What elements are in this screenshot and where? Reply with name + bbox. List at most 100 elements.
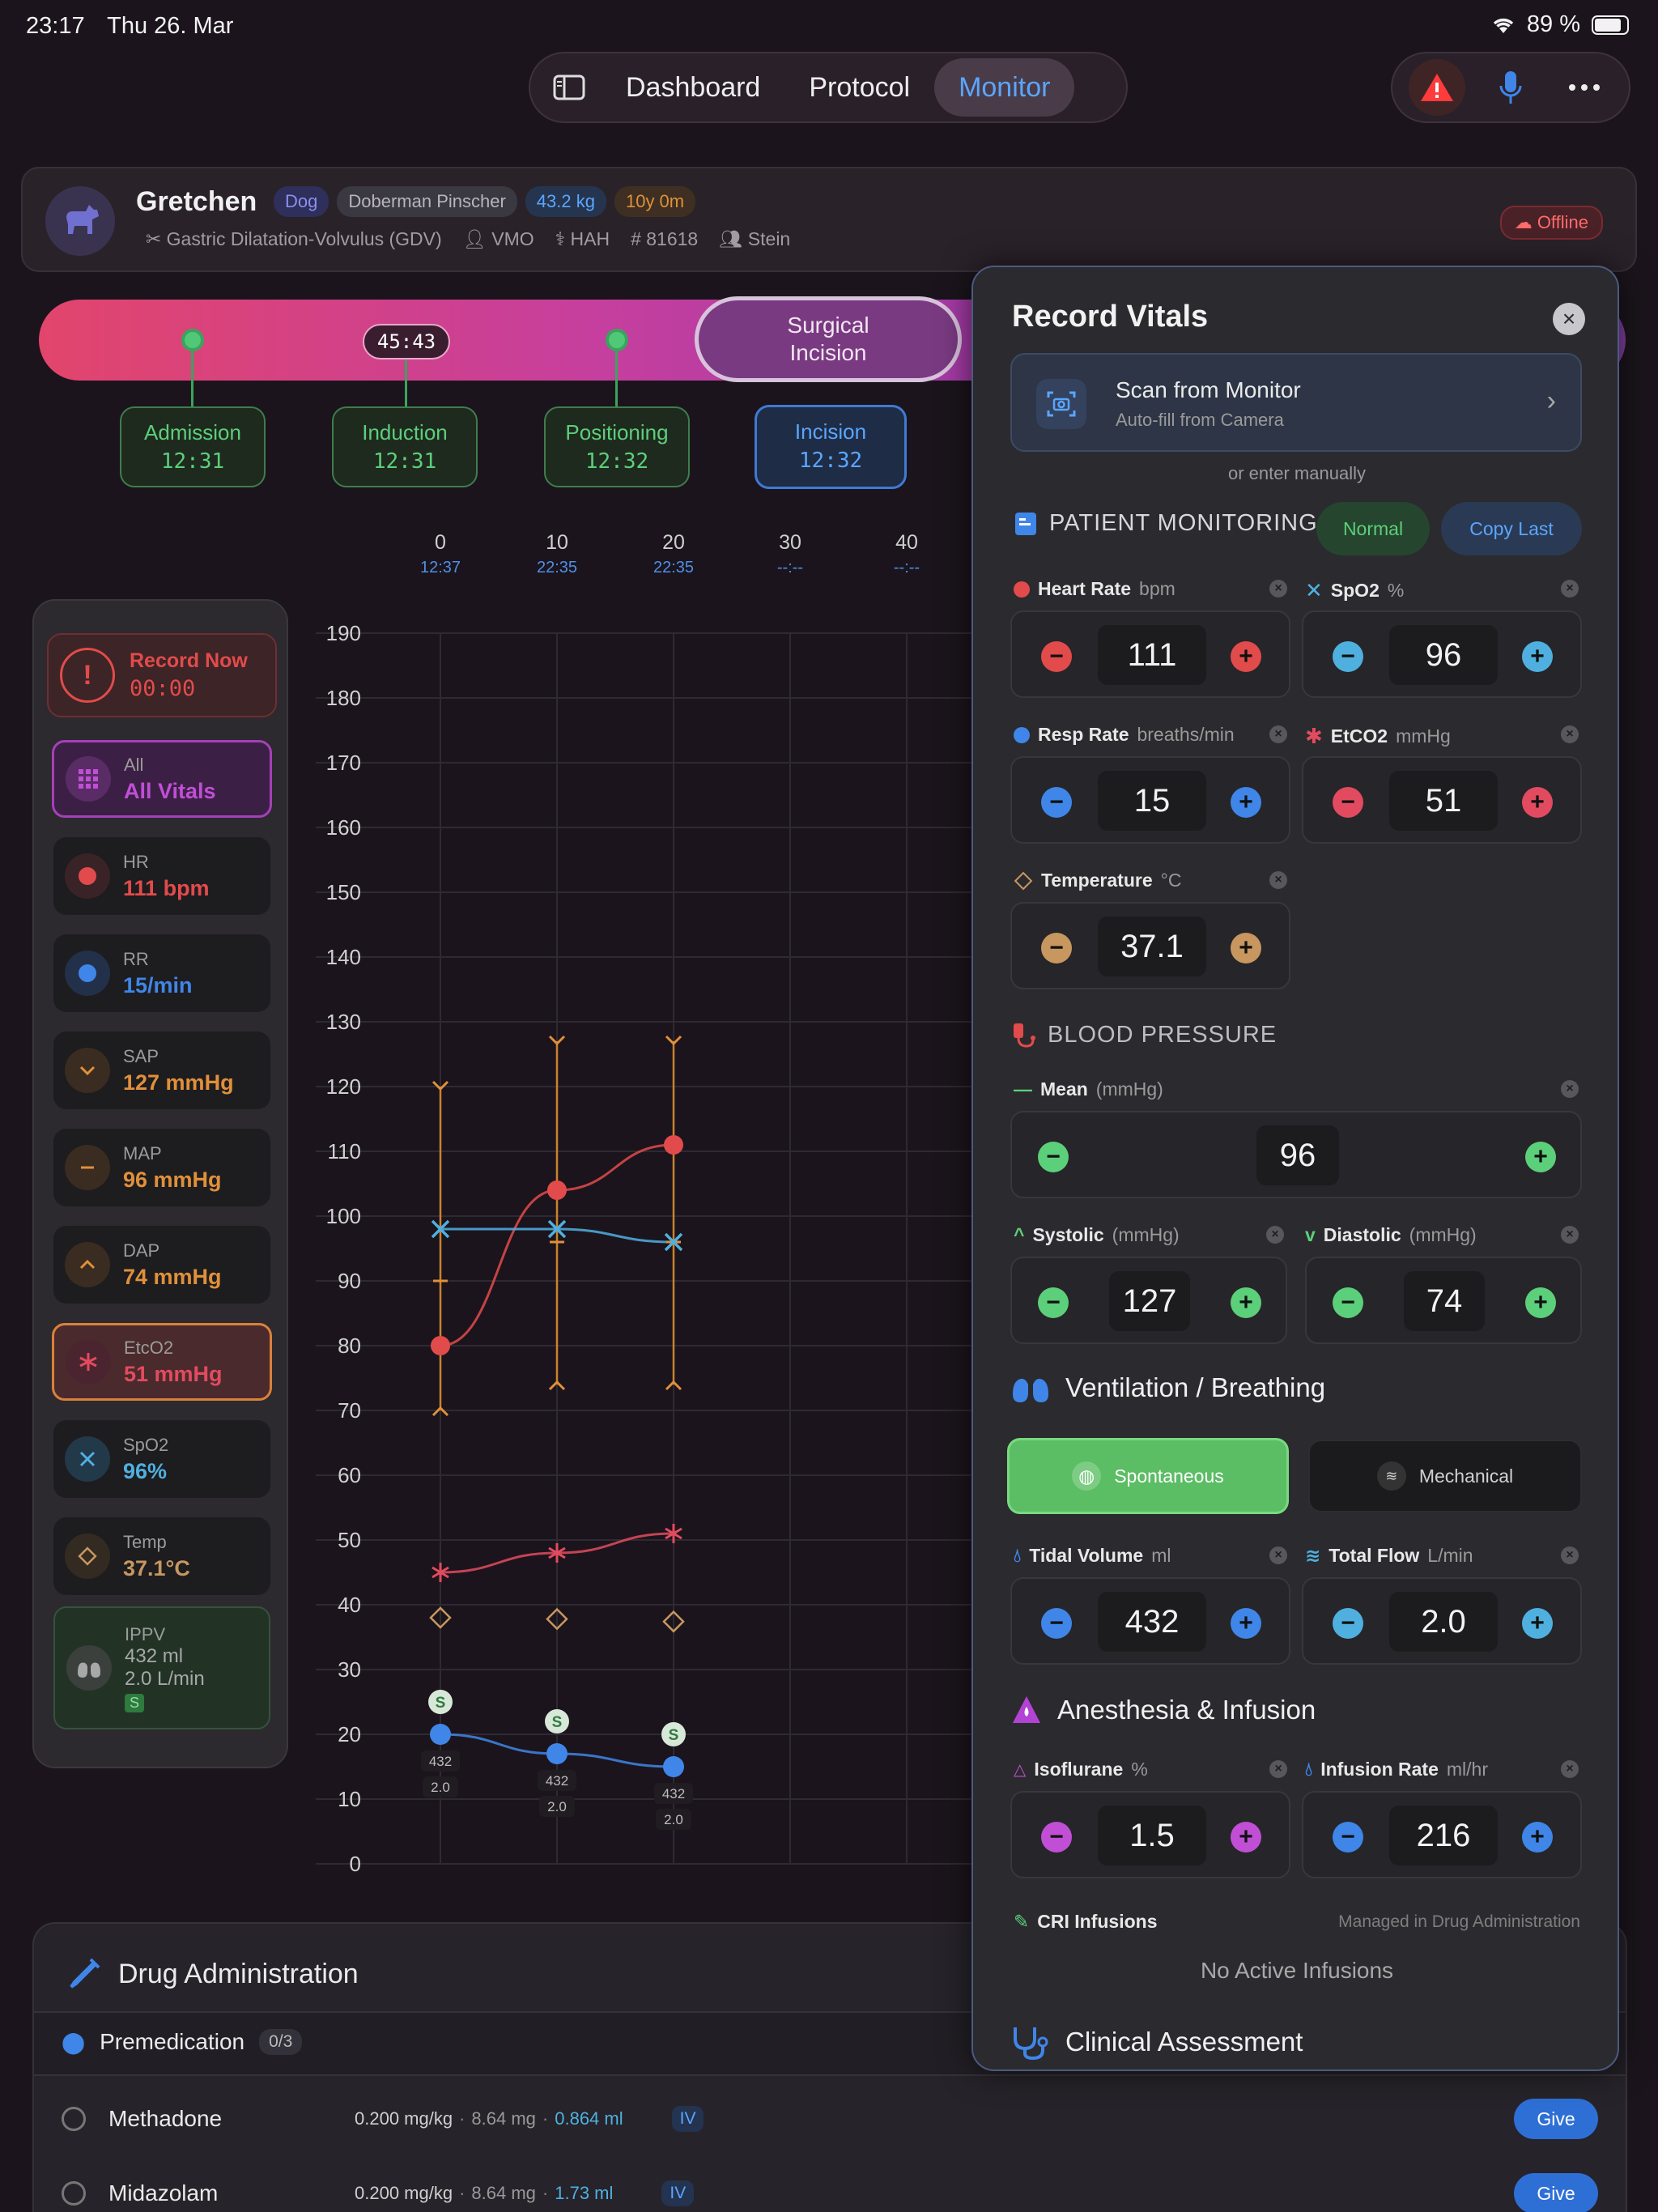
record-now-button[interactable]: ! Record Now 00:00 bbox=[47, 633, 277, 717]
scan-from-monitor-button[interactable]: Scan from Monitor Auto-fill from Camera … bbox=[1010, 353, 1582, 452]
decrement-button[interactable]: − bbox=[1041, 933, 1072, 963]
systolic-value[interactable]: 127 bbox=[1109, 1271, 1190, 1331]
clear-button[interactable]: × bbox=[1561, 1546, 1579, 1564]
decrement-button[interactable]: − bbox=[1038, 1142, 1069, 1172]
filter-map[interactable]: MAP 96 mmHg bbox=[53, 1129, 270, 1206]
clinical-assessment-header[interactable]: Clinical Assessment bbox=[1010, 2024, 1303, 2060]
increment-button[interactable]: + bbox=[1231, 1822, 1261, 1853]
diastolic-stepper[interactable]: − 74 + bbox=[1305, 1257, 1582, 1344]
close-button[interactable]: × bbox=[1553, 303, 1585, 335]
filter-etco2[interactable]: EtcO2 51 mmHg bbox=[52, 1323, 272, 1401]
infusion-rate-value[interactable]: 216 bbox=[1389, 1806, 1498, 1865]
normal-button[interactable]: Normal bbox=[1316, 502, 1430, 555]
temperature-value[interactable]: 37.1 bbox=[1098, 917, 1206, 976]
resp-rate-value[interactable]: 15 bbox=[1098, 771, 1206, 831]
more-button[interactable] bbox=[1556, 59, 1613, 116]
alert-button[interactable] bbox=[1409, 59, 1466, 116]
case-number: # 81618 bbox=[631, 228, 699, 249]
give-button[interactable]: Give bbox=[1514, 2173, 1598, 2212]
mechanical-button[interactable]: ≋ Mechanical bbox=[1308, 1440, 1582, 1512]
filter-sap[interactable]: SAP 127 mmHg bbox=[53, 1032, 270, 1109]
total-flow-value[interactable]: 2.0 bbox=[1389, 1592, 1498, 1652]
spo2-stepper[interactable]: − 96 + bbox=[1302, 610, 1582, 698]
clear-button[interactable]: × bbox=[1266, 1226, 1284, 1244]
infusion-rate-stepper[interactable]: − 216 + bbox=[1302, 1791, 1582, 1878]
filter-all-vitals[interactable]: All All Vitals bbox=[52, 740, 272, 818]
increment-button[interactable]: + bbox=[1525, 1287, 1556, 1318]
increment-button[interactable]: + bbox=[1522, 1608, 1553, 1639]
filter-ippv[interactable]: IPPV 432 ml 2.0 L/min S bbox=[53, 1606, 270, 1729]
timeline-marker-admission[interactable] bbox=[181, 329, 204, 351]
table-row[interactable]: Methadone 0.200 mg/kg · 8.64 mg · 0.864 … bbox=[34, 2082, 1626, 2155]
spo2-value[interactable]: 96 bbox=[1389, 625, 1498, 685]
increment-button[interactable]: + bbox=[1231, 1608, 1261, 1639]
decrement-button[interactable]: − bbox=[1333, 1822, 1363, 1853]
diastolic-value[interactable]: 74 bbox=[1404, 1271, 1485, 1331]
isoflurane-value[interactable]: 1.5 bbox=[1098, 1806, 1206, 1865]
stage-induction[interactable]: Induction 12:31 bbox=[332, 406, 478, 487]
etco2-stepper[interactable]: − 51 + bbox=[1302, 756, 1582, 844]
total-flow-stepper[interactable]: − 2.0 + bbox=[1302, 1577, 1582, 1665]
clear-button[interactable]: × bbox=[1561, 725, 1579, 743]
copy-last-button[interactable]: Copy Last bbox=[1441, 502, 1582, 555]
decrement-button[interactable]: − bbox=[1041, 641, 1072, 672]
decrement-button[interactable]: − bbox=[1041, 787, 1072, 818]
clear-button[interactable]: × bbox=[1269, 871, 1287, 889]
clear-button[interactable]: × bbox=[1269, 725, 1287, 743]
heart-rate-stepper[interactable]: − 111 + bbox=[1010, 610, 1290, 698]
increment-button[interactable]: + bbox=[1522, 787, 1553, 818]
tab-dashboard[interactable]: Dashboard bbox=[626, 71, 761, 103]
decrement-button[interactable]: − bbox=[1041, 1822, 1072, 1853]
tidal-volume-stepper[interactable]: − 432 + bbox=[1010, 1577, 1290, 1665]
decrement-button[interactable]: − bbox=[1333, 1287, 1363, 1318]
clear-button[interactable]: × bbox=[1561, 1760, 1579, 1778]
timeline-marker-positioning[interactable] bbox=[606, 329, 628, 351]
decrement-button[interactable]: − bbox=[1333, 1608, 1363, 1639]
decrement-button[interactable]: − bbox=[1333, 641, 1363, 672]
increment-button[interactable]: + bbox=[1525, 1142, 1556, 1172]
systolic-stepper[interactable]: − 127 + bbox=[1010, 1257, 1287, 1344]
clear-button[interactable]: × bbox=[1561, 580, 1579, 598]
select-radio[interactable] bbox=[62, 2107, 86, 2131]
microphone-button[interactable] bbox=[1482, 59, 1539, 116]
tidal-volume-value[interactable]: 432 bbox=[1098, 1592, 1206, 1652]
table-row[interactable]: Midazolam 0.200 mg/kg · 8.64 mg · 1.73 m… bbox=[34, 2157, 1626, 2212]
current-stage[interactable]: Surgical Incision bbox=[695, 296, 962, 382]
heart-rate-value[interactable]: 111 bbox=[1098, 625, 1206, 685]
increment-button[interactable]: + bbox=[1522, 1822, 1553, 1853]
clear-button[interactable]: × bbox=[1269, 580, 1287, 598]
filter-spo2[interactable]: SpO2 96% bbox=[53, 1420, 270, 1498]
select-radio[interactable] bbox=[62, 2181, 86, 2206]
filter-temp[interactable]: Temp 37.1°C bbox=[53, 1517, 270, 1595]
clear-button[interactable]: × bbox=[1269, 1760, 1287, 1778]
etco2-value[interactable]: 51 bbox=[1389, 771, 1498, 831]
increment-button[interactable]: + bbox=[1522, 641, 1553, 672]
isoflurane-stepper[interactable]: − 1.5 + bbox=[1010, 1791, 1290, 1878]
increment-button[interactable]: + bbox=[1231, 933, 1261, 963]
tab-monitor[interactable]: Monitor bbox=[934, 58, 1075, 117]
tab-protocol[interactable]: Protocol bbox=[809, 71, 911, 103]
spontaneous-button[interactable]: ◍ Spontaneous bbox=[1007, 1438, 1289, 1514]
clear-button[interactable]: × bbox=[1561, 1080, 1579, 1098]
decrement-button[interactable]: − bbox=[1041, 1608, 1072, 1639]
temperature-stepper[interactable]: − 37.1 + bbox=[1010, 902, 1290, 989]
resp-rate-stepper[interactable]: − 15 + bbox=[1010, 756, 1290, 844]
decrement-button[interactable]: − bbox=[1333, 787, 1363, 818]
stage-incision[interactable]: Incision 12:32 bbox=[755, 405, 907, 489]
stage-admission[interactable]: Admission 12:31 bbox=[120, 406, 266, 487]
mean-stepper[interactable]: − 96 + bbox=[1010, 1111, 1582, 1198]
increment-button[interactable]: + bbox=[1231, 1287, 1261, 1318]
stage-positioning[interactable]: Positioning 12:32 bbox=[544, 406, 690, 487]
clear-button[interactable]: × bbox=[1561, 1226, 1579, 1244]
filter-hr[interactable]: HR 111 bpm bbox=[53, 837, 270, 915]
decrement-button[interactable]: − bbox=[1038, 1287, 1069, 1318]
give-button[interactable]: Give bbox=[1514, 2099, 1598, 2139]
increment-button[interactable]: + bbox=[1231, 787, 1261, 818]
patient-header[interactable]: Gretchen Dog Doberman Pinscher 43.2 kg 1… bbox=[21, 167, 1637, 272]
clear-button[interactable]: × bbox=[1269, 1546, 1287, 1564]
mean-value[interactable]: 96 bbox=[1256, 1125, 1339, 1185]
sidebar-toggle-button[interactable] bbox=[537, 59, 602, 116]
filter-rr[interactable]: RR 15/min bbox=[53, 934, 270, 1012]
increment-button[interactable]: + bbox=[1231, 641, 1261, 672]
filter-dap[interactable]: DAP 74 mmHg bbox=[53, 1226, 270, 1304]
